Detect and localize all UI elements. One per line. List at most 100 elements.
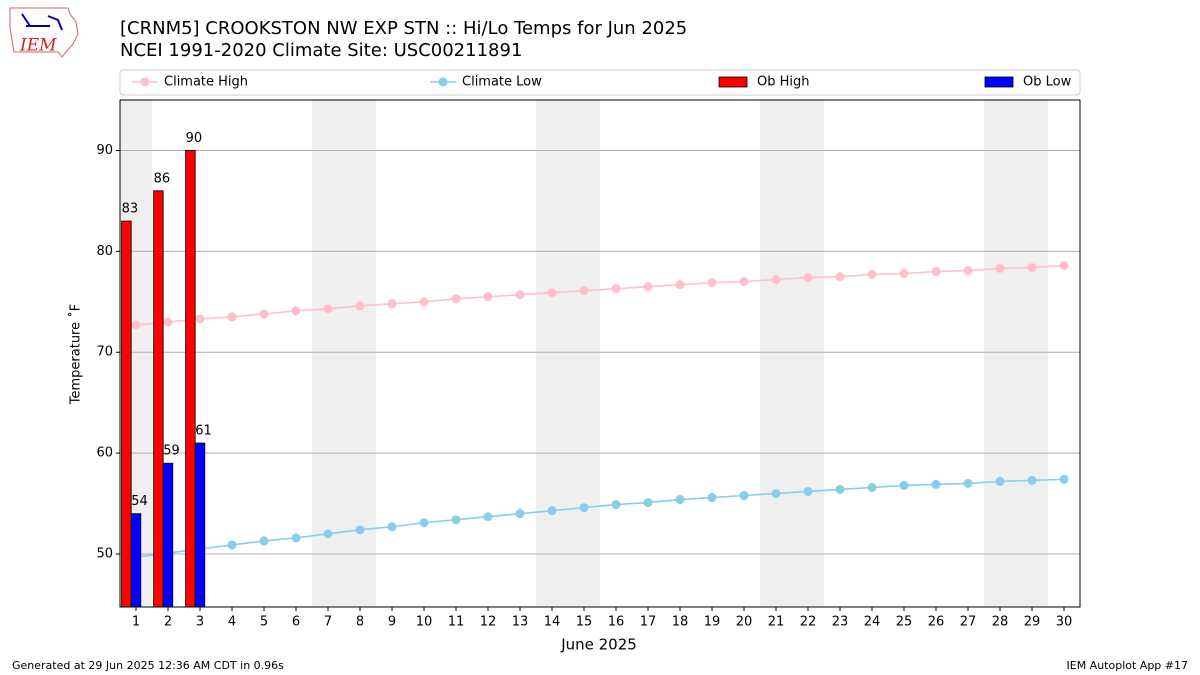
footer-right: IEM Autoplot App #17: [1067, 659, 1189, 672]
point: [675, 280, 685, 290]
x-tick-label: 15: [576, 615, 593, 630]
point: [387, 299, 397, 309]
point: [835, 484, 845, 494]
footer-left: Generated at 29 Jun 2025 12:36 AM CDT in…: [12, 659, 284, 672]
point: [451, 294, 461, 304]
y-tick-label: 70: [96, 345, 113, 360]
chart-title: [CRNM5] CROOKSTON NW EXP STN :: Hi/Lo Te…: [120, 18, 687, 39]
point: [739, 491, 749, 501]
x-tick-label: 7: [324, 615, 332, 630]
point: [163, 317, 173, 327]
x-tick-label: 12: [480, 615, 497, 630]
legend-box: [119, 69, 1081, 96]
x-tick-label: 24: [864, 615, 881, 630]
y-tick-label: 90: [96, 143, 113, 158]
point: [675, 495, 685, 505]
point: [803, 273, 813, 283]
point: [899, 480, 909, 490]
point: [867, 270, 877, 280]
point: [963, 266, 973, 276]
bar: [130, 513, 142, 608]
point: [611, 500, 621, 510]
point: [355, 525, 365, 535]
line-series: [135, 478, 1065, 558]
point: [483, 292, 493, 302]
point: [707, 278, 717, 288]
point: [611, 284, 621, 294]
x-tick-label: 30: [1056, 615, 1073, 630]
y-axis-label: Temperature ˚F: [68, 304, 84, 405]
x-tick-label: 5: [260, 615, 268, 630]
bar: [185, 150, 196, 608]
x-tick-label: 21: [768, 615, 785, 630]
logo: IEM: [9, 7, 79, 58]
data-label: 61: [195, 424, 212, 439]
point: [227, 540, 237, 550]
logo-text: IEM: [19, 36, 57, 56]
point: [643, 498, 653, 508]
point: [707, 493, 717, 503]
point: [355, 301, 365, 311]
x-tick-label: 14: [544, 615, 561, 630]
data-label: 86: [154, 171, 171, 186]
x-tick-label: 10: [416, 615, 433, 630]
bar: [162, 462, 174, 608]
point: [451, 515, 461, 525]
point: [931, 479, 941, 489]
x-tick-label: 1: [132, 615, 140, 630]
point: [867, 482, 877, 492]
y-tick-label: 50: [96, 547, 113, 562]
point: [131, 320, 141, 330]
point: [771, 275, 781, 285]
x-tick-label: 26: [928, 615, 945, 630]
point: [291, 306, 301, 316]
data-label: 59: [163, 444, 180, 459]
point: [291, 533, 301, 543]
point: [387, 522, 397, 532]
x-tick-label: 9: [388, 615, 396, 630]
point: [803, 486, 813, 496]
point: [515, 509, 525, 519]
point: [739, 277, 749, 287]
bar: [153, 190, 164, 608]
point: [227, 312, 237, 322]
x-tick-label: 13: [512, 615, 529, 630]
x-tick-label: 2: [164, 615, 172, 630]
plot-frame: [119, 99, 1081, 608]
weekend-shade: [312, 100, 376, 607]
legend-label: Ob Low: [1023, 75, 1072, 90]
x-tick-label: 23: [832, 615, 849, 630]
legend-label: Climate Low: [462, 75, 542, 90]
point: [963, 478, 973, 488]
point: [323, 529, 333, 539]
bar: [194, 442, 206, 608]
point: [547, 506, 557, 516]
x-tick-label: 6: [292, 615, 300, 630]
x-tick-label: 17: [640, 615, 657, 630]
x-tick-label: 11: [448, 615, 465, 630]
line-series: [135, 264, 1065, 326]
x-tick-label: 29: [1024, 615, 1041, 630]
legend-swatch: [984, 76, 1014, 88]
point: [1059, 260, 1069, 270]
point: [419, 518, 429, 528]
legend-swatch: [718, 76, 748, 88]
data-label: 90: [186, 131, 203, 146]
x-tick-label: 27: [960, 615, 977, 630]
legend-label: Ob High: [757, 75, 810, 90]
point: [195, 314, 205, 324]
point: [579, 503, 589, 513]
x-tick-label: 22: [800, 615, 817, 630]
y-tick-label: 60: [96, 446, 113, 461]
point: [419, 297, 429, 307]
x-tick-label: 3: [196, 615, 204, 630]
data-label: 54: [131, 494, 148, 509]
x-tick-label: 16: [608, 615, 625, 630]
point: [1027, 262, 1037, 272]
y-tick-label: 80: [96, 244, 113, 259]
point: [995, 476, 1005, 486]
weekend-shade: [984, 100, 1048, 607]
plot-area: [120, 100, 1080, 607]
logo-icon: [21, 13, 63, 31]
weekend-shade: [536, 100, 600, 607]
